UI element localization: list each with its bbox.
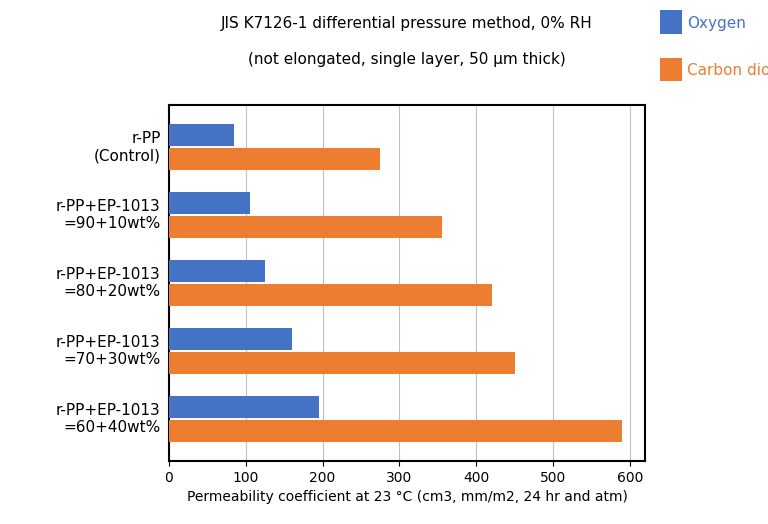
Bar <box>169 283 492 306</box>
Bar <box>169 328 292 350</box>
Bar <box>169 396 319 418</box>
Text: Carbon dioxide: Carbon dioxide <box>687 63 768 78</box>
Text: JIS K7126-1 differential pressure method, 0% RH: JIS K7126-1 differential pressure method… <box>221 16 593 31</box>
X-axis label: Permeability coefficient at 23 °C (cm3, mm/m2, 24 hr and atm): Permeability coefficient at 23 °C (cm3, … <box>187 490 627 505</box>
Bar <box>169 260 265 282</box>
Bar <box>169 420 622 442</box>
Bar <box>169 192 250 214</box>
Text: Oxygen: Oxygen <box>687 16 746 31</box>
Bar <box>169 216 442 238</box>
Bar <box>169 352 515 374</box>
Text: (not elongated, single layer, 50 μm thick): (not elongated, single layer, 50 μm thic… <box>248 52 566 68</box>
Bar <box>169 148 380 170</box>
Bar <box>169 124 234 146</box>
